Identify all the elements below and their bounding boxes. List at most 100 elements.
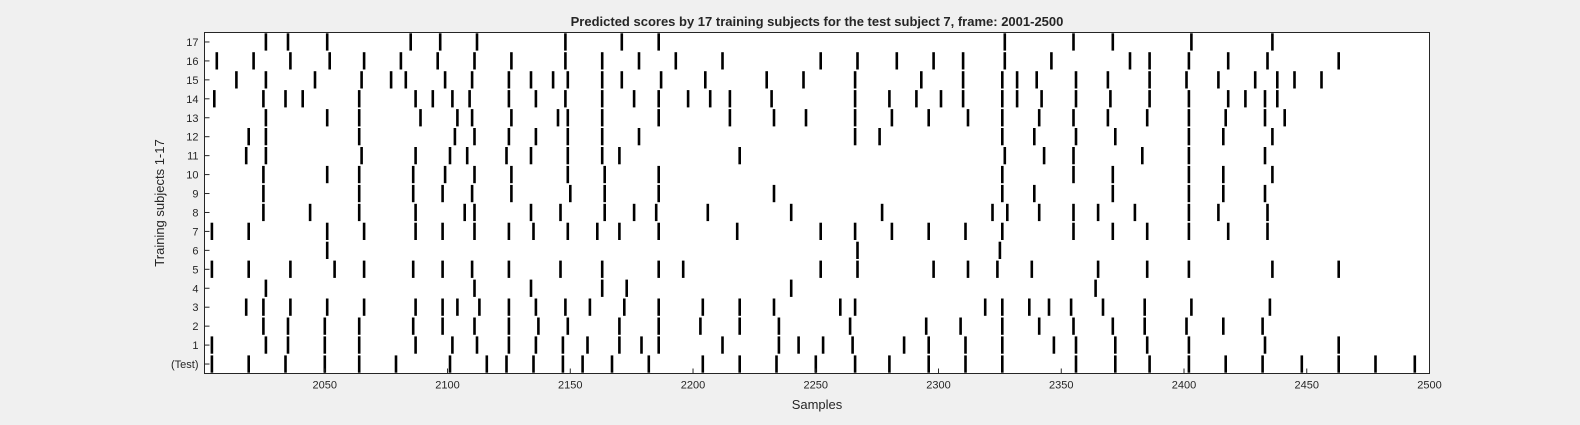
raster-mark bbox=[357, 90, 361, 108]
raster-mark bbox=[708, 90, 712, 108]
raster-mark bbox=[802, 71, 805, 89]
x-axis-label: Samples bbox=[792, 397, 843, 412]
raster-mark bbox=[600, 52, 604, 70]
raster-mark bbox=[289, 52, 292, 70]
raster-mark bbox=[414, 203, 417, 222]
raster-mark bbox=[775, 355, 778, 373]
raster-mark bbox=[674, 52, 678, 70]
raster-mark bbox=[618, 317, 621, 335]
raster-mark bbox=[1109, 90, 1112, 108]
raster-mark bbox=[853, 90, 857, 108]
raster-mark bbox=[1050, 52, 1053, 70]
raster-mark bbox=[1271, 128, 1274, 146]
raster-mark bbox=[325, 298, 329, 316]
raster-mark bbox=[1145, 336, 1149, 354]
raster-mark bbox=[357, 184, 361, 203]
raster-mark bbox=[438, 33, 442, 51]
raster-mark bbox=[431, 90, 435, 108]
raster-mark bbox=[1374, 355, 1377, 373]
raster-mark bbox=[603, 165, 606, 184]
raster-mark bbox=[465, 147, 469, 165]
raster-mark bbox=[360, 147, 363, 165]
raster-mark bbox=[1224, 355, 1227, 373]
raster-mark bbox=[620, 33, 624, 51]
raster-mark bbox=[1268, 298, 1272, 316]
raster-mark bbox=[566, 71, 570, 89]
raster-mark bbox=[409, 33, 412, 51]
raster-mark bbox=[411, 165, 415, 184]
raster-mark bbox=[1276, 90, 1279, 108]
raster-mark bbox=[961, 71, 965, 89]
raster-mark bbox=[657, 165, 660, 184]
raster-mark bbox=[1003, 33, 1007, 51]
raster-mark bbox=[772, 184, 776, 203]
raster-mark bbox=[1040, 90, 1043, 108]
raster-mark bbox=[735, 222, 739, 240]
raster-mark bbox=[1114, 355, 1117, 373]
raster-mark bbox=[623, 298, 626, 316]
raster-mark bbox=[1072, 109, 1075, 127]
raster-mark bbox=[1003, 52, 1007, 70]
raster-mark bbox=[1187, 222, 1191, 240]
raster-mark bbox=[362, 222, 366, 240]
raster-mark bbox=[637, 128, 641, 146]
raster-mark bbox=[313, 71, 317, 89]
y-tick-label: 3 bbox=[192, 302, 198, 314]
raster-mark bbox=[325, 222, 329, 240]
raster-mark bbox=[247, 128, 250, 146]
raster-mark bbox=[1187, 52, 1191, 70]
raster-mark bbox=[853, 355, 857, 373]
raster-mark bbox=[699, 317, 702, 335]
raster-mark bbox=[362, 52, 366, 70]
raster-mark bbox=[414, 222, 417, 240]
raster-mark bbox=[927, 109, 930, 127]
raster-mark bbox=[566, 147, 570, 165]
raster-mark bbox=[362, 298, 366, 316]
raster-mark bbox=[284, 90, 287, 108]
raster-mark bbox=[507, 317, 511, 335]
raster-mark bbox=[485, 355, 489, 373]
x-tick-label: 2150 bbox=[558, 380, 582, 392]
raster-mark bbox=[596, 222, 599, 240]
raster-mark bbox=[600, 260, 604, 278]
raster-mark bbox=[264, 71, 268, 89]
raster-mark bbox=[765, 71, 768, 89]
raster-mark bbox=[473, 279, 476, 297]
raster-mark bbox=[1001, 71, 1004, 89]
y-tick-label: 4 bbox=[192, 283, 198, 295]
raster-mark bbox=[819, 222, 822, 240]
raster-mark bbox=[1072, 147, 1075, 165]
x-tick-label: 2500 bbox=[1417, 380, 1441, 392]
raster-mark bbox=[323, 336, 327, 354]
raster-mark bbox=[819, 260, 822, 278]
raster-mark bbox=[473, 222, 476, 240]
raster-mark bbox=[927, 222, 930, 240]
raster-mark bbox=[932, 52, 935, 70]
raster-mark bbox=[1187, 128, 1191, 146]
raster-mark bbox=[333, 260, 336, 278]
raster-mark bbox=[706, 203, 710, 222]
raster-mark bbox=[983, 298, 987, 316]
raster-mark bbox=[411, 260, 415, 278]
raster-mark bbox=[1300, 355, 1304, 373]
raster-mark bbox=[510, 52, 513, 70]
raster-mark bbox=[264, 33, 268, 51]
x-tick-label: 2450 bbox=[1295, 380, 1319, 392]
raster-mark bbox=[1133, 203, 1137, 222]
raster-mark bbox=[819, 52, 822, 70]
raster-mark bbox=[657, 90, 660, 108]
raster-mark bbox=[966, 109, 970, 127]
raster-mark bbox=[1190, 298, 1193, 316]
raster-mark bbox=[632, 203, 636, 222]
y-tick-label: 1 bbox=[192, 340, 198, 352]
raster-mark bbox=[1143, 298, 1146, 316]
raster-mark bbox=[588, 298, 592, 316]
raster-mark bbox=[1001, 128, 1004, 146]
raster-mark bbox=[657, 260, 660, 278]
raster-mark bbox=[618, 336, 621, 354]
raster-mark bbox=[1037, 317, 1041, 335]
y-tick-label: 16 bbox=[186, 56, 198, 68]
y-tick-label: 5 bbox=[192, 264, 198, 276]
raster-mark bbox=[441, 184, 444, 203]
raster-mark bbox=[600, 90, 604, 108]
